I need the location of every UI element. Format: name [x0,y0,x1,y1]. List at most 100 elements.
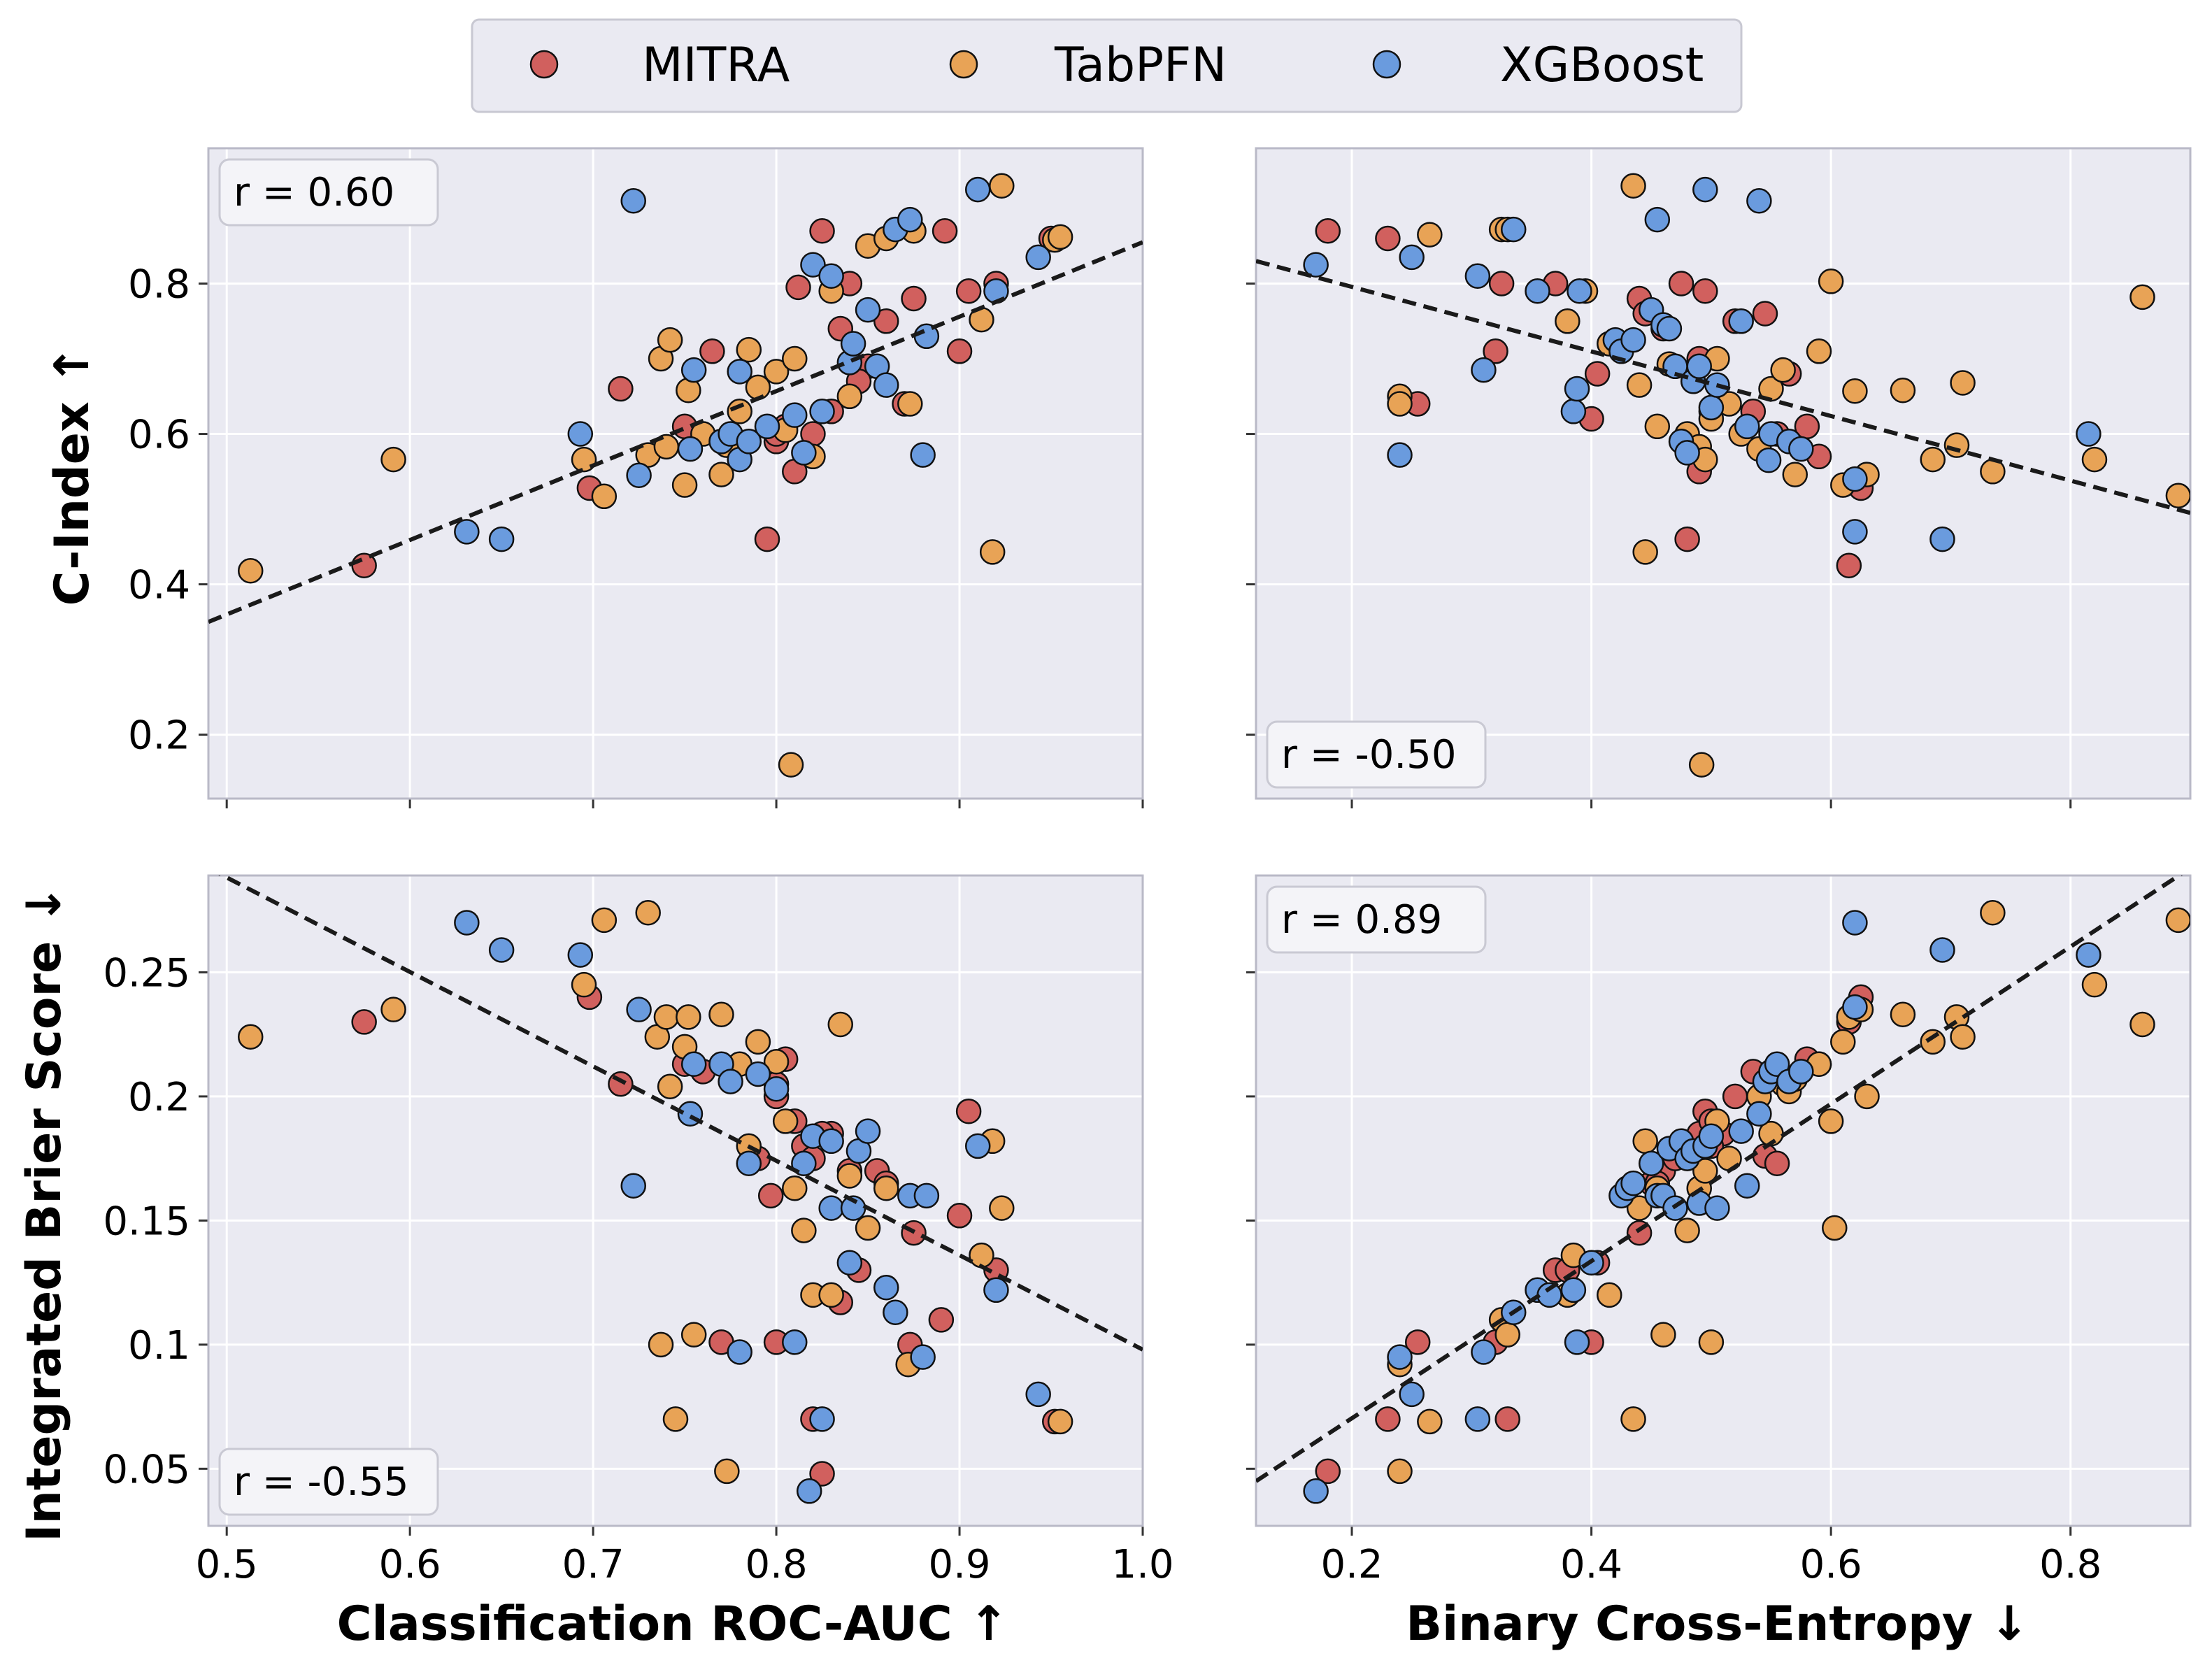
legend: MITRA TabPFN XGBoost [471,18,1743,113]
x-tick-label: 1.0 [1111,1542,1173,1587]
data-point [1620,1170,1646,1196]
data-point [680,1322,707,1348]
data-point [836,1163,863,1189]
data-point [1620,327,1646,353]
series-xgboost [1303,910,2102,1504]
y-tick-label: 0.05 [103,1447,190,1492]
data-point [901,285,927,312]
data-point [818,263,844,290]
data-point [727,359,752,385]
data-point [1564,1329,1590,1355]
annotation-box [218,158,439,227]
data-point [1584,361,1611,387]
plot-area [208,148,1143,799]
data-point [763,1048,790,1075]
annotation-text: r = 0.60 [234,170,394,215]
data-point [791,440,817,466]
data-point [855,296,881,323]
fit-line [218,876,1143,1352]
y-axis-title-bottom: Integrated Brier Score ↓ [17,885,72,1542]
data-point [238,1024,264,1050]
data-point [676,1004,701,1030]
data-point [620,188,646,214]
data-point [1025,244,1051,271]
data-point [1399,1381,1425,1408]
data-point [571,971,597,998]
data-point [791,1150,817,1177]
legend-marker-xgboost [1372,50,1401,79]
annotation-text: r = -0.55 [234,1459,408,1505]
data-point [626,996,652,1022]
data-point [873,308,899,334]
plot-frame [1255,147,2192,800]
series-tabpfn [238,899,1073,1485]
data-point [809,1406,835,1432]
data-point [677,436,704,462]
x-axis-title-right: Binary Cross-Entropy ↓ [1406,1596,2029,1652]
plot-frame [1255,874,2192,1527]
data-point [1788,1059,1814,1085]
data-point [785,274,811,301]
data-point [1764,1051,1790,1078]
data-point [791,1217,817,1243]
data-point [782,1176,808,1201]
data-point [1686,353,1712,380]
data-point [657,1073,683,1099]
data-point [754,413,780,440]
data-point [883,1299,908,1325]
data-point [928,1307,955,1333]
data-point [809,1461,835,1487]
data-point [1674,440,1700,466]
y-tick-label: 0.15 [103,1199,190,1244]
data-point [620,1173,646,1199]
fit-line [1256,259,2190,515]
data-point [1375,1406,1401,1432]
data-point [488,526,515,552]
data-point [772,1108,799,1134]
series-xgboost [1303,176,2102,552]
x-tick-label: 0.6 [379,1542,441,1587]
data-point [1818,1108,1844,1134]
data-point [1638,1150,1664,1177]
data-point [1488,271,1515,296]
x-tick-label: 0.4 [1560,1542,1622,1587]
annotation-text: r = 0.89 [1281,897,1442,943]
data-point [727,399,752,424]
data-point [1417,222,1443,248]
data-point [591,483,618,510]
data-point [567,421,594,447]
data-point [809,218,835,244]
data-point [727,1339,752,1365]
panel-top-right: r = -0.50 [1246,147,2192,808]
data-point [1564,376,1590,402]
data-point [1626,1195,1653,1221]
data-points [238,173,1073,778]
data-point [351,1009,377,1035]
data-point [699,338,725,364]
plot-frame [207,147,1144,800]
y-tick-label: 0.1 [128,1323,190,1369]
data-point [969,1242,994,1269]
data-point [1929,937,1955,963]
series-xgboost [454,910,1051,1504]
data-point [910,1344,936,1370]
data-point [1692,1158,1718,1184]
data-point [1980,899,2006,926]
data-points [1303,899,2190,1504]
data-point [754,526,780,552]
data-point [989,173,1015,199]
data-point [1674,526,1700,552]
data-point [1387,1458,1413,1485]
annotation-box [1266,720,1487,789]
data-point [1698,394,1725,421]
data-point [1303,1478,1329,1504]
data-point [955,1098,982,1124]
data-point [836,1250,863,1276]
data-point [1822,1215,1848,1241]
legend-label-tabpfn: TabPFN [1054,38,1227,93]
y-tick-label: 0.2 [128,713,190,759]
data-point [1315,1458,1341,1485]
data-point [718,1069,743,1094]
data-point [1728,1118,1754,1144]
data-point [1656,315,1683,342]
